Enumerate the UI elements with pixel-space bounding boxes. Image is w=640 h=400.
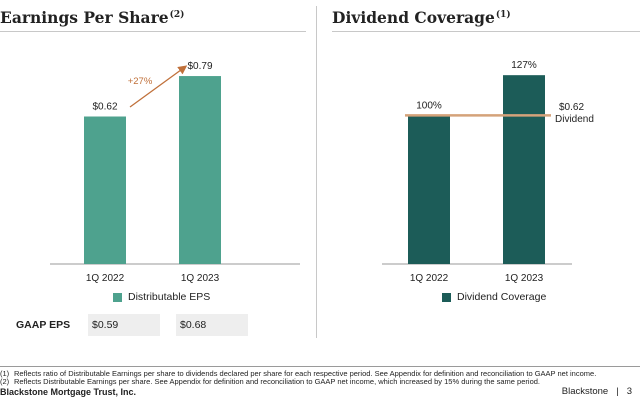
brand-name: Blackstone <box>561 386 609 397</box>
coverage-bar-1q2022 <box>408 115 450 264</box>
gaap-eps-value-1q2023: $0.68 <box>176 314 248 336</box>
eps-tick-1q2023: 1Q 2023 <box>181 273 220 284</box>
page-number: 3 <box>626 386 632 397</box>
footnote-2: (2) Reflects Distributable Earnings per s… <box>0 377 540 386</box>
coverage-bar-1q2023 <box>503 75 545 264</box>
coverage-tick-1q2022: 1Q 2022 <box>410 273 449 284</box>
eps-bar-1q2023 <box>179 76 221 264</box>
eps-data-label-1q2023: $0.79 <box>187 61 212 72</box>
coverage-tick-1q2023: 1Q 2023 <box>505 273 544 284</box>
dividend-line-value: $0.62 <box>559 102 584 113</box>
dividend-line-label: Dividend <box>555 114 594 125</box>
eps-title-rule <box>0 31 306 32</box>
coverage-title-footnote-ref: (1) <box>495 9 511 20</box>
coverage-legend: Dividend Coverage <box>442 291 546 303</box>
eps-legend-label: Distributable EPS <box>128 291 211 303</box>
eps-data-label-1q2022: $0.62 <box>92 102 117 113</box>
coverage-legend-label: Dividend Coverage <box>457 291 547 303</box>
eps-tick-1q2022: 1Q 2022 <box>86 273 125 284</box>
gaap-eps-value-1q2022: $0.59 <box>88 314 160 336</box>
footnote-1: (1) Reflects ratio of Distributable Earni… <box>0 369 597 378</box>
panel-divider <box>316 6 317 338</box>
eps-title-footnote-ref: (2) <box>169 9 185 20</box>
eps-growth-label: +27% <box>128 76 153 87</box>
coverage-data-label-1q2023: 127% <box>511 60 537 71</box>
coverage-title-rule <box>332 31 640 32</box>
eps-bar-1q2022 <box>84 116 126 264</box>
eps-panel-title: Earnings Per Share(2) <box>0 8 185 27</box>
gaap-eps-row: GAAP EPS $0.59 $0.68 <box>10 314 248 336</box>
eps-growth-arrow <box>129 65 188 108</box>
coverage-legend-swatch <box>442 292 451 302</box>
gaap-eps-label: GAAP EPS <box>16 319 71 331</box>
company-name: Blackstone Mortgage Trust, Inc. <box>0 387 137 397</box>
coverage-data-label-1q2022: 100% <box>416 100 442 111</box>
eps-legend: Distributable EPS <box>113 291 210 303</box>
coverage-panel-title: Dividend Coverage(1) <box>332 8 511 27</box>
footer-brand: Blackstone | 3 <box>561 386 632 397</box>
eps-legend-swatch <box>113 292 122 302</box>
footnote-rule <box>0 366 640 367</box>
